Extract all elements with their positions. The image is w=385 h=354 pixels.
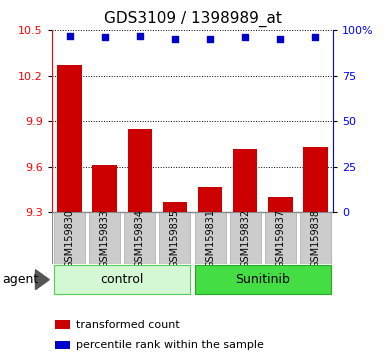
Bar [92,165,117,212]
Point [67,33,73,38]
Point [207,36,213,42]
Point [102,35,108,40]
Bar [124,212,155,264]
Text: GSM159830: GSM159830 [65,209,75,268]
Bar [268,197,293,212]
Text: control: control [100,273,144,286]
Text: GSM159837: GSM159837 [275,209,285,268]
Bar [54,212,85,264]
Bar [162,202,187,212]
Polygon shape [35,270,49,290]
Bar [159,212,191,264]
Text: Sunitinib: Sunitinib [235,273,290,286]
Point [312,35,318,40]
Bar [89,212,120,264]
Text: GSM159832: GSM159832 [240,209,250,268]
Text: GSM159835: GSM159835 [170,209,180,268]
Bar [127,129,152,212]
Bar [194,266,331,294]
Point [277,36,283,42]
Text: transformed count: transformed count [76,320,180,330]
Text: GSM159833: GSM159833 [100,209,110,268]
Title: GDS3109 / 1398989_at: GDS3109 / 1398989_at [104,11,281,27]
Bar [303,147,328,212]
Bar [233,149,258,212]
Bar [198,187,223,212]
Point [242,35,248,40]
Bar [265,212,296,264]
Bar [230,212,261,264]
Text: GSM159834: GSM159834 [135,209,145,268]
Bar [55,320,70,329]
Bar [194,212,226,264]
Point [137,33,143,38]
Point [172,36,178,42]
Bar [57,65,82,212]
Bar [55,341,70,349]
Text: GSM159831: GSM159831 [205,209,215,268]
Text: GSM159838: GSM159838 [310,209,320,268]
Text: agent: agent [2,273,38,286]
Bar [54,266,191,294]
Bar [300,212,331,264]
Text: percentile rank within the sample: percentile rank within the sample [76,340,264,350]
